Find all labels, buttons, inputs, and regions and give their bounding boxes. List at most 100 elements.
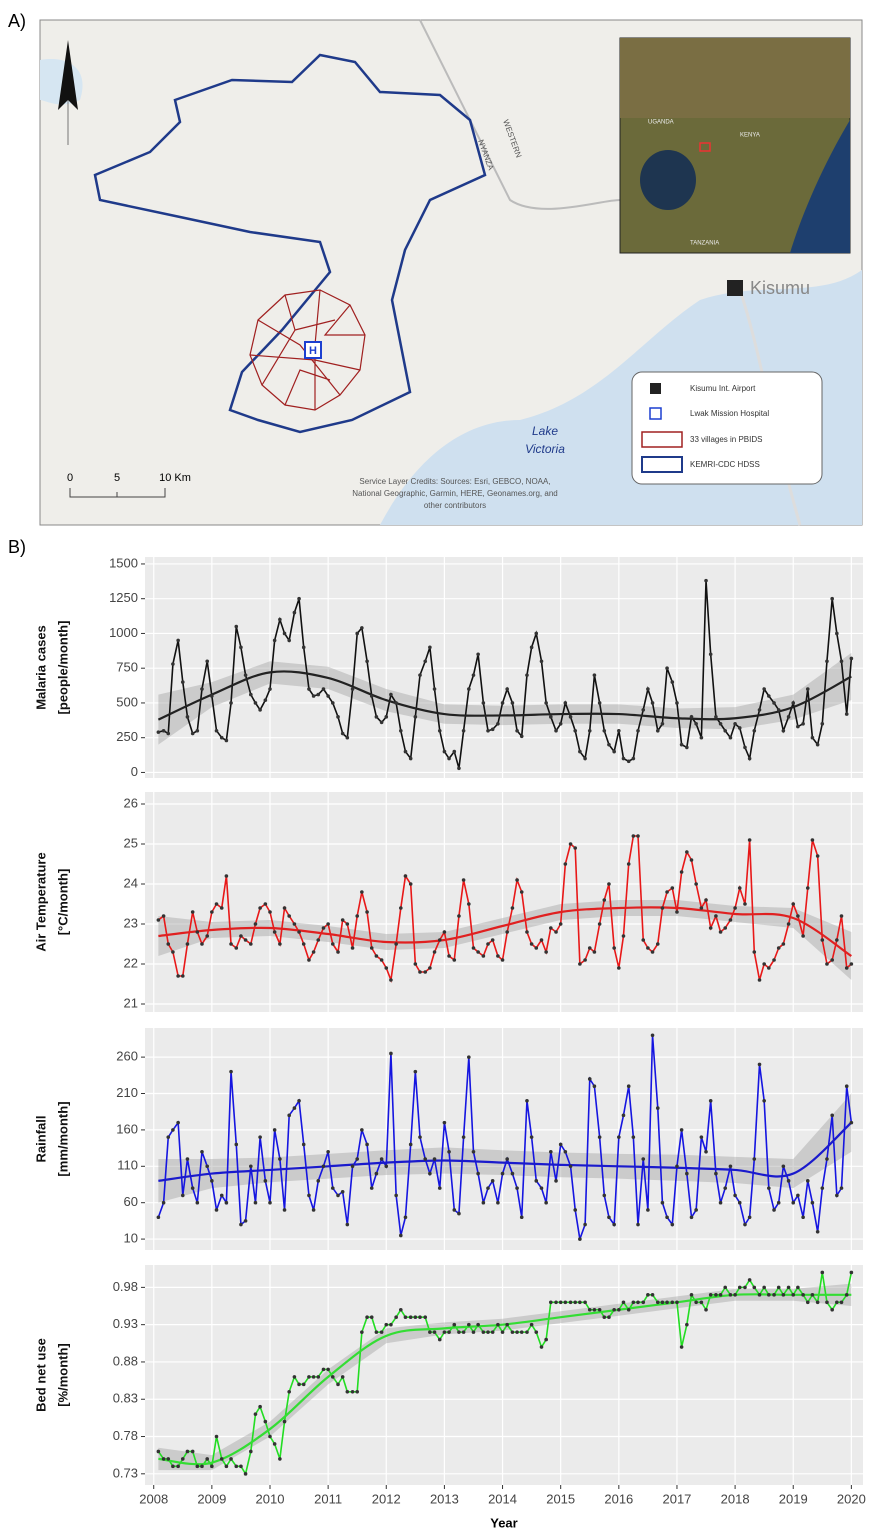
data-point [283,906,287,910]
data-point [341,732,345,736]
data-point [346,1390,350,1394]
data-point [229,942,233,946]
data-point [505,930,509,934]
data-point [220,906,224,910]
data-point [297,597,301,601]
data-point [496,954,500,958]
data-point [723,1286,727,1290]
data-point [511,701,515,705]
data-point [525,1330,529,1334]
data-point [845,1293,849,1297]
data-point [472,673,476,677]
data-point [457,914,461,918]
data-point [264,902,268,906]
data-point [297,930,301,934]
x-tick-label: 2019 [779,1491,808,1506]
data-point [796,725,800,729]
data-point [191,1186,195,1190]
data-point [656,1300,660,1304]
data-point [850,657,854,661]
data-point [351,1390,355,1394]
data-point [404,1315,408,1319]
data-point [196,930,200,934]
data-point [598,922,602,926]
data-point [700,736,704,740]
y-tick-label: 0.83 [113,1391,138,1406]
data-point [525,930,529,934]
data-point [743,1223,747,1227]
data-point [661,1300,665,1304]
data-point [530,942,534,946]
data-point [806,687,810,691]
data-point [520,1330,524,1334]
data-point [752,729,756,733]
data-point [816,1300,820,1304]
data-point [355,632,359,636]
y-tick-label: 0.98 [113,1279,138,1294]
data-point [564,701,568,705]
data-point [850,962,854,966]
data-point [438,1338,442,1342]
data-point [486,1186,490,1190]
data-point [399,1234,403,1238]
data-point [714,1172,718,1176]
data-point [273,1442,277,1446]
data-point [482,1201,486,1205]
data-point [602,898,606,902]
data-point [452,1323,456,1327]
data-point [409,1143,413,1147]
data-point [196,729,200,733]
data-point [380,721,384,725]
data-point [476,1172,480,1176]
data-point [418,673,422,677]
data-point [520,735,524,739]
data-point [787,1179,791,1183]
data-point [830,1114,834,1118]
data-point [409,882,413,886]
data-point [447,954,451,958]
data-point [627,760,631,764]
data-point [641,1300,645,1304]
data-point [355,914,359,918]
data-point [835,938,839,942]
panel-label: B) [8,537,26,557]
data-point [355,1390,359,1394]
data-point [593,1308,597,1312]
y-axis-label: [people/month] [55,621,70,715]
data-point [244,673,248,677]
data-point [811,1293,815,1297]
data-point [714,914,718,918]
scale-label: 10 Km [159,472,191,484]
data-point [297,1099,301,1103]
data-point [414,715,418,719]
data-point [661,722,665,726]
data-point [762,687,766,691]
data-point [254,1201,258,1205]
data-point [293,1106,297,1110]
data-point [661,1201,665,1205]
data-point [365,910,369,914]
y-tick-label: 1000 [109,625,138,640]
data-point [389,693,393,697]
data-point [796,914,800,918]
data-point [365,1315,369,1319]
data-point [462,878,466,882]
data-point [719,1201,723,1205]
data-point [384,966,388,970]
data-point [287,639,291,643]
data-point [336,950,340,954]
data-point [331,1186,335,1190]
data-point [384,1323,388,1327]
data-point [588,1077,592,1081]
data-point [287,914,291,918]
data-point [312,1208,316,1212]
data-point [322,1368,326,1372]
data-point [719,930,723,934]
data-point [273,639,277,643]
data-point [821,722,825,726]
data-point [801,1293,805,1297]
data-point [767,1293,771,1297]
data-point [534,1179,538,1183]
data-point [544,701,548,705]
data-point [801,934,805,938]
